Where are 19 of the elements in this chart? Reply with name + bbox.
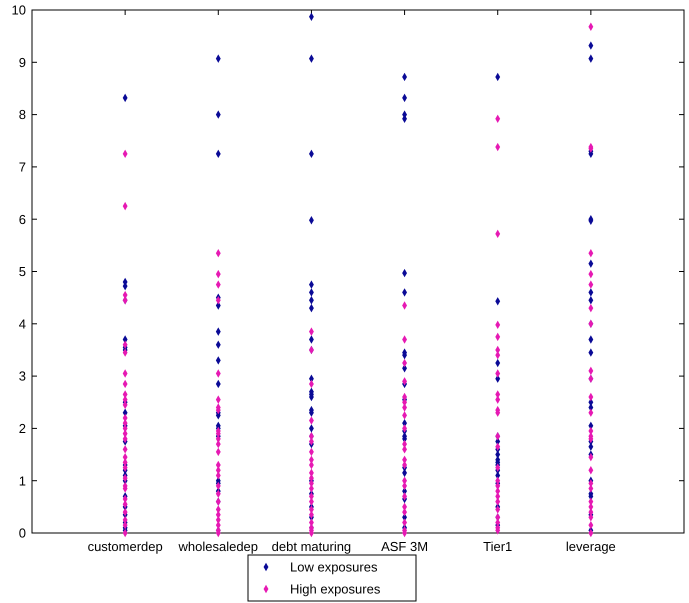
y-tick-label: 8 [18, 107, 26, 122]
y-tick-label: 0 [18, 526, 26, 541]
y-tick-label: 2 [18, 420, 26, 436]
legend-label: High exposures [290, 582, 381, 597]
y-tick-label: 3 [18, 368, 26, 384]
legend-label: Low exposures [290, 560, 378, 575]
x-tick-label: wholesaledep [178, 539, 258, 554]
y-tick-label: 9 [18, 54, 26, 70]
y-tick-label: 6 [18, 212, 26, 227]
y-tick-label: 5 [18, 264, 26, 280]
y-tick-label: 1 [18, 473, 26, 488]
x-tick-label: ASF 3M [381, 539, 428, 554]
y-tick-label: 4 [18, 316, 26, 332]
y-tick-label: 10 [12, 2, 26, 18]
x-tick-label: customerdep [88, 539, 163, 554]
y-tick-label: 7 [18, 159, 26, 174]
x-tick-label: debt maturing [272, 539, 352, 554]
x-tick-label: leverage [566, 539, 616, 554]
x-tick-label: Tier1 [483, 539, 512, 554]
